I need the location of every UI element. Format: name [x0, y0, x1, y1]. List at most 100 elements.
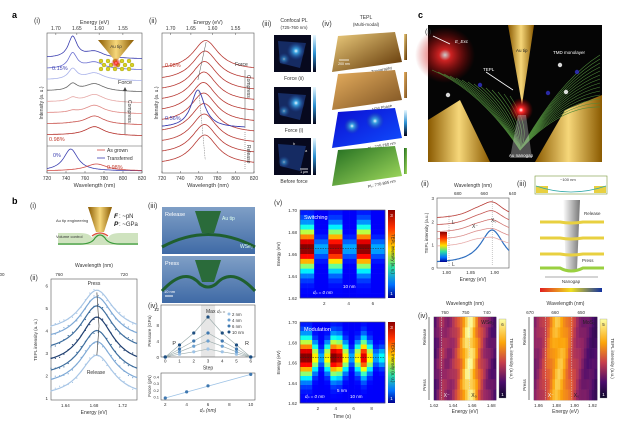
- heatmap-cell: [370, 224, 379, 230]
- heatmap-cell: [583, 368, 587, 380]
- heatmap-cell: [552, 348, 556, 359]
- data-point: [114, 373, 117, 375]
- data-point: [234, 352, 239, 356]
- spectrum-curve: [161, 61, 255, 90]
- heatmap-cell: [360, 371, 368, 377]
- heatmap-cell: [541, 348, 545, 359]
- spectrum-curve: [50, 341, 138, 380]
- strain-label: 0.98%: [165, 63, 181, 69]
- heatmap-cell: [536, 337, 540, 349]
- heatmap-cell: [576, 337, 579, 349]
- heatmap-cell: [465, 389, 468, 401]
- tmd-lattice-line: [503, 93, 523, 151]
- press-label: Press: [522, 379, 527, 391]
- panel-letter-c: c: [418, 10, 423, 20]
- heatmap-cell: [454, 327, 458, 339]
- heatmap-cell: [536, 348, 540, 359]
- heatmap-cell: [377, 288, 386, 294]
- heatmap-cell: [330, 326, 337, 332]
- heatmap-cell: [534, 317, 537, 328]
- heatmap-cell: [300, 268, 308, 274]
- plot-frame: [436, 197, 510, 269]
- y-tick-label: 1.66: [288, 252, 297, 257]
- heatmap-cell: [363, 249, 372, 255]
- data-point: [71, 322, 74, 325]
- data-point: [97, 303, 99, 305]
- heatmap-cell: [354, 331, 362, 336]
- heatmap-cell: [581, 348, 585, 359]
- x-tick-label: 1.80: [442, 270, 451, 275]
- data-point: [63, 366, 65, 368]
- heatmap-cell: [312, 340, 319, 345]
- heatmap-cell: [490, 327, 494, 339]
- heatmap-cell: [370, 288, 379, 294]
- data-point: [102, 307, 104, 309]
- heatmap-cell: [591, 389, 595, 401]
- heatmap-cell: [360, 340, 368, 345]
- heatmap-cell: [360, 376, 368, 381]
- heatmap-cell: [439, 348, 443, 359]
- scale-bar-label: 1 μm: [300, 170, 308, 174]
- heatmap-cell: [536, 358, 540, 370]
- heatmap-cell: [557, 389, 561, 401]
- heatmap-cell: [348, 380, 355, 386]
- data-point: [93, 295, 95, 297]
- heatmap-cell: [306, 349, 313, 354]
- heatmap-cell: [307, 254, 315, 260]
- colorbar: [498, 318, 507, 399]
- heatmap-cell: [490, 358, 494, 370]
- subpanel-label: (iv): [322, 21, 332, 28]
- heatmap-cell: [356, 249, 365, 255]
- heatmap-cell: [488, 379, 492, 390]
- heatmap-cell: [539, 379, 543, 390]
- heatmap-cell: [328, 239, 336, 245]
- heatmap-cell: [372, 385, 380, 390]
- data-point: [206, 331, 210, 335]
- data-point: [102, 333, 104, 335]
- data-point: [89, 336, 91, 338]
- data-point: [71, 344, 74, 346]
- heatmap-cell: [306, 340, 313, 345]
- heatmap-cell: [441, 379, 445, 390]
- data-point: [177, 347, 182, 351]
- heatmap-cell: [372, 376, 380, 381]
- heatmap-cell: [568, 368, 572, 380]
- x-tick-label: 1: [178, 359, 181, 364]
- data-point: [63, 327, 65, 329]
- x-tick-label: 720: [158, 176, 167, 182]
- heatmap-cell: [454, 368, 458, 380]
- heatmap-cell: [300, 326, 307, 332]
- data-point: [50, 346, 52, 348]
- data-point: [54, 375, 56, 377]
- heatmap-cell: [467, 317, 471, 328]
- heatmap-cell: [467, 368, 471, 380]
- heatmap-cell: [377, 278, 386, 284]
- heatmap-cell: [493, 368, 497, 380]
- tmd-lattice-line: [497, 91, 521, 151]
- heatmap-cell: [356, 210, 365, 216]
- heatmap-cell: [300, 371, 307, 377]
- heatmap-cell: [454, 379, 458, 390]
- data-point: [89, 311, 91, 313]
- heatmap-cell: [336, 362, 343, 368]
- heatmap-cell: [360, 362, 368, 368]
- heatmap-cell: [370, 278, 379, 284]
- heatmap-cell: [483, 348, 486, 359]
- data-point: [234, 343, 239, 347]
- heatmap-cell: [459, 317, 463, 328]
- heatmap-cell: [485, 379, 489, 390]
- heatmap-cell: [560, 337, 564, 349]
- heatmap-cell: [467, 327, 471, 339]
- heatmap-cell: [360, 326, 368, 332]
- emission-cone: [510, 115, 532, 158]
- heatmap-cell: [470, 358, 474, 370]
- x-tick-label: 5: [235, 359, 238, 364]
- heatmap-cell: [581, 337, 585, 349]
- release-label: Release: [87, 370, 106, 376]
- heatmap-cell: [547, 337, 551, 349]
- heatmap-cell: [342, 371, 349, 377]
- heatmap-cell: [581, 389, 585, 401]
- data-point: [114, 318, 117, 320]
- heatmap-cell: [439, 337, 443, 349]
- data-point: [76, 363, 78, 365]
